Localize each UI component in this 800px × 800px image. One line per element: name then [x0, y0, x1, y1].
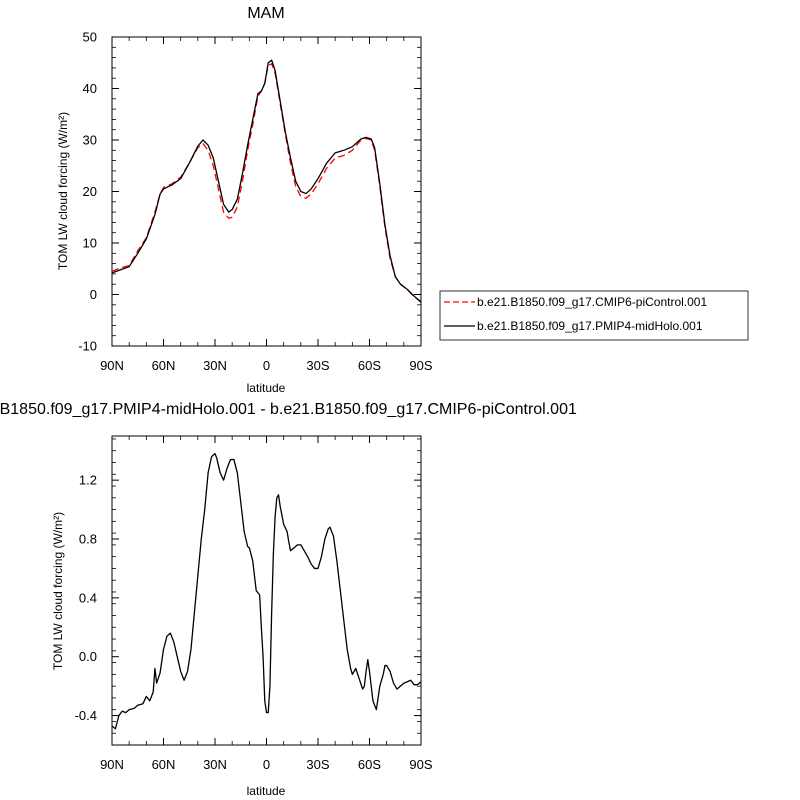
x-tick-label: 60N	[152, 757, 176, 772]
y-tick-label: 50	[83, 30, 97, 45]
x-tick-label: 0	[263, 757, 270, 772]
y-tick-label: -0.4	[75, 708, 97, 723]
y-tick-label: 20	[83, 184, 97, 199]
y-tick-label: -10	[78, 339, 97, 354]
x-tick-label: 60S	[358, 358, 381, 373]
y-tick-label: 40	[83, 81, 97, 96]
y-axis-label-top: TOM LW cloud forcing (W/m²)	[56, 112, 70, 270]
y-tick-label: 1.2	[79, 473, 97, 488]
bottom-panel: b.e21.B1850.f09_g17.PMIP4-midHolo.001 - …	[0, 401, 577, 798]
y-axis-top: -10 0 10 20 30 40 50	[78, 30, 421, 354]
plot-frame-bottom	[111, 435, 422, 746]
x-tick-label: 90N	[100, 757, 124, 772]
plot-frame-top	[111, 36, 422, 347]
y-tick-label: 0.0	[79, 649, 97, 664]
x-tick-label: 30S	[306, 358, 329, 373]
y-axis-bottom: -0.4 0.0 0.4 0.8 1.2	[75, 438, 421, 746]
chart-title-top: MAM	[247, 5, 284, 22]
x-axis-label-bottom: latitude	[247, 784, 286, 798]
series-group-top	[111, 59, 422, 303]
y-tick-label: 0	[90, 287, 97, 302]
y-tick-label: 0.8	[79, 532, 97, 547]
legend-label-midholo: b.e21.B1850.f09_g17.PMIP4-midHolo.001	[477, 319, 703, 333]
top-panel: MAM 90N 60N 30N 0 30S 60S 90S -10 0 10 20 30 40 50 l…	[56, 5, 749, 395]
legend-label-picontrol: b.e21.B1850.f09_g17.CMIP6-piControl.001	[477, 295, 707, 309]
x-tick-label: 0	[263, 358, 270, 373]
series-line-top-0	[111, 63, 422, 302]
x-axis-bottom: 90N 60N 30N 0 30S 60S 90S	[100, 436, 433, 772]
chart-title-bottom: b.e21.B1850.f09_g17.PMIP4-midHolo.001 - …	[0, 401, 577, 418]
y-axis-label-bottom-text: TOM LW cloud forcing (W/m²)	[51, 512, 65, 670]
x-tick-label: 30N	[203, 358, 227, 373]
y-axis-label-bottom: TOM LW cloud forcing (W/m²)	[51, 512, 65, 670]
legend-box	[439, 290, 749, 341]
y-tick-label: 10	[83, 236, 97, 251]
x-tick-label: 60N	[152, 358, 176, 373]
x-tick-label: 30N	[203, 757, 227, 772]
x-tick-label: 30S	[306, 757, 329, 772]
y-axis-label-top-text: TOM LW cloud forcing (W/m²)	[56, 112, 70, 270]
legend: b.e21.B1850.f09_g17.CMIP6-piControl.001 …	[439, 290, 749, 341]
series-group-bottom	[111, 453, 422, 730]
x-axis-label-top: latitude	[247, 381, 286, 395]
x-tick-label: 60S	[358, 757, 381, 772]
y-tick-label: 0.4	[79, 590, 97, 605]
x-tick-label: 90N	[100, 358, 124, 373]
y-tick-label: 30	[83, 133, 97, 148]
series-line-top-1	[111, 59, 422, 303]
x-axis-top: 90N 60N 30N 0 30S 60S 90S	[100, 37, 433, 373]
x-tick-label: 90S	[409, 757, 432, 772]
x-tick-label: 90S	[409, 358, 432, 373]
series-line-bottom-0	[111, 453, 422, 730]
